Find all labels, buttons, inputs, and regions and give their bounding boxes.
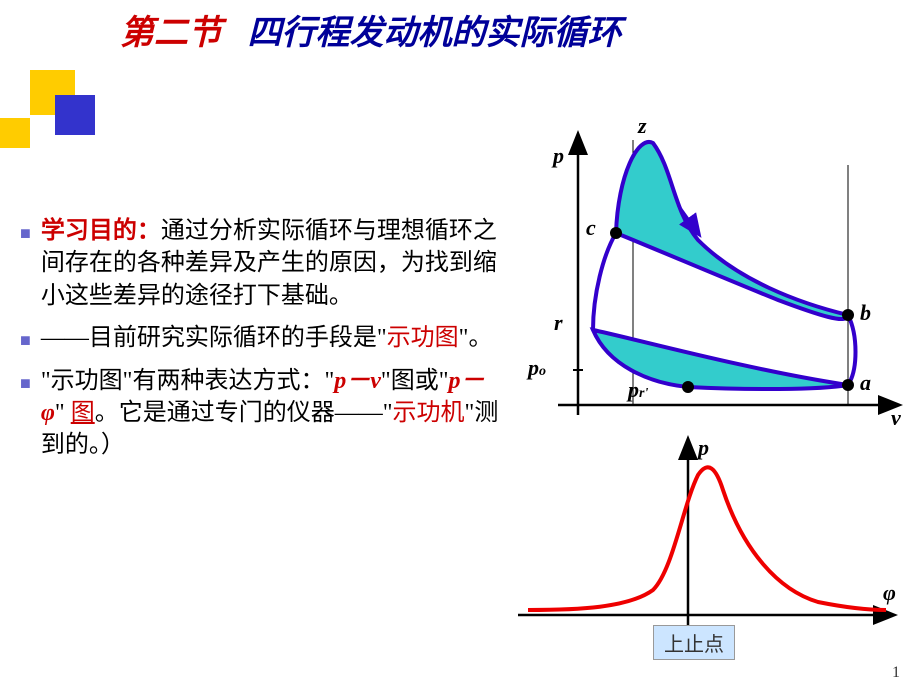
- pphi-diagram: [498, 430, 908, 640]
- pv-po-label: po: [528, 355, 546, 381]
- bullet2-highlight: 示功图: [387, 325, 459, 351]
- bullet3-underline: 图: [71, 400, 95, 426]
- bullet-marker: ■: [20, 221, 31, 312]
- pv-c-label: c: [586, 215, 596, 241]
- page-number: 1: [892, 664, 900, 682]
- pv-b-label: b: [860, 300, 871, 326]
- bullet3-mid: "图或": [381, 368, 449, 394]
- pv-z-label: z: [638, 113, 647, 139]
- pv-v-axis-label: v: [891, 405, 901, 431]
- bullet-marker: ■: [20, 371, 31, 462]
- corner-decoration: [0, 70, 100, 170]
- pv-r-label: r: [554, 310, 563, 336]
- bullet3-tail1: 。它是通过专门的仪器——": [95, 400, 393, 426]
- diagram-area: p v z c b r a po pr' p φ 上止点: [498, 115, 908, 675]
- bullet3-pv: p－v: [334, 368, 381, 394]
- bullet-3: ■ "示功图"有两种表达方式："p－v"图或"p－φ" 图。它是通过专门的仪器—…: [20, 365, 500, 462]
- pphi-p-axis-label: p: [698, 435, 709, 461]
- bullet1-lead: 学习目的：: [41, 218, 161, 244]
- slide-title: 第二节 四行程发动机的实际循环: [120, 12, 820, 56]
- section-label: 第二节: [120, 15, 222, 52]
- pv-p-axis-label: p: [553, 143, 564, 169]
- bullet3-highlight2: 示功机: [393, 400, 465, 426]
- bullet2-before: ——目前研究实际循环的手段是": [41, 325, 387, 351]
- bullet2-after: "。: [459, 325, 493, 351]
- pv-pr-label: pr': [628, 377, 648, 403]
- pv-a-label: a: [860, 370, 871, 396]
- bullet3-afterq: ": [55, 400, 71, 426]
- bullet3-before: "示功图"有两种表达方式：": [41, 368, 334, 394]
- tdc-label: 上止点: [653, 625, 735, 660]
- pphi-phi-axis-label: φ: [883, 580, 896, 606]
- bullet-1: ■ 学习目的：通过分析实际循环与理想循环之间存在的各种差异及产生的原因，为找到缩…: [20, 215, 500, 312]
- title-text: 四行程发动机的实际循环: [248, 15, 622, 52]
- bullet-2: ■ ——目前研究实际循环的手段是"示功图"。: [20, 322, 500, 354]
- content-area: ■ 学习目的：通过分析实际循环与理想循环之间存在的各种差异及产生的原因，为找到缩…: [20, 215, 500, 472]
- bullet-marker: ■: [20, 328, 31, 354]
